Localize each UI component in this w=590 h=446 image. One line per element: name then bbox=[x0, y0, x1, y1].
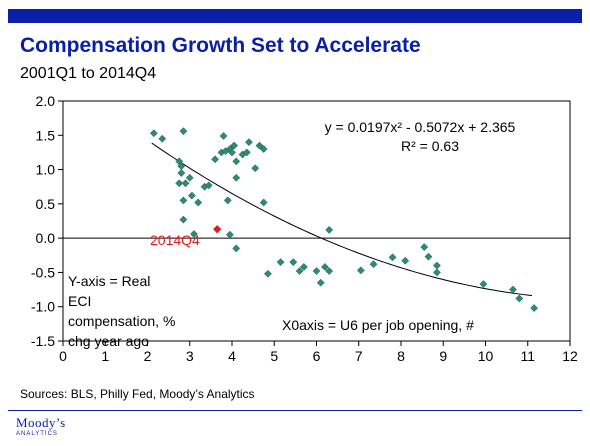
scatter-point bbox=[204, 181, 213, 190]
plot-frame bbox=[62, 100, 571, 342]
top-accent-bar bbox=[8, 9, 582, 23]
moodys-logo: Moody’s ANALYTICS bbox=[16, 416, 66, 437]
x-tick-label: 3 bbox=[186, 348, 194, 364]
source-note: Sources: BLS, Philly Fed, Moody’s Analyt… bbox=[20, 387, 255, 401]
x-tick-label: 8 bbox=[397, 348, 405, 364]
scatter-point bbox=[219, 132, 228, 140]
scatter-point bbox=[232, 173, 241, 182]
scatter-point bbox=[255, 141, 264, 150]
x-tick-label: 11 bbox=[520, 348, 535, 364]
scatter-point bbox=[179, 127, 188, 136]
y-tick-label: 1.5 bbox=[36, 127, 56, 143]
scatter-point bbox=[424, 252, 433, 261]
scatter-point bbox=[179, 215, 188, 224]
x-tick-label: 6 bbox=[313, 348, 321, 364]
x-axis-note: X0axis = U6 per job opening, # bbox=[282, 317, 474, 333]
scatter-point bbox=[232, 244, 241, 253]
highlight-point-label: 2014Q4 bbox=[150, 232, 200, 248]
x-tick-label: 7 bbox=[355, 348, 363, 364]
scatter-point bbox=[299, 262, 308, 271]
scatter-point bbox=[185, 173, 194, 182]
scatter-point bbox=[228, 148, 236, 157]
x-tick-label: 5 bbox=[270, 348, 278, 364]
r-squared-label: R² = 0.63 bbox=[401, 138, 459, 154]
scatter-point bbox=[388, 253, 397, 262]
x-tick-label: 2 bbox=[144, 348, 152, 364]
scatter-point bbox=[325, 267, 334, 276]
scatter-point bbox=[289, 258, 298, 267]
scatter-point bbox=[158, 134, 167, 143]
scatter-point bbox=[187, 191, 196, 200]
scatter-point bbox=[223, 196, 232, 205]
scatter-point bbox=[479, 280, 488, 289]
scatter-point bbox=[320, 262, 329, 271]
scatter-point bbox=[177, 169, 186, 177]
y-tick-label: 0.5 bbox=[36, 196, 56, 212]
x-tick-label: 9 bbox=[439, 348, 447, 364]
x-tick-label: 1 bbox=[101, 348, 109, 364]
scatter-point bbox=[356, 266, 365, 275]
scatter-point bbox=[312, 267, 321, 276]
scatter-point bbox=[369, 260, 378, 269]
scatter-point bbox=[149, 129, 158, 138]
highlight-point-2014q4 bbox=[213, 225, 222, 234]
logo-subtext: ANALYTICS bbox=[16, 431, 58, 437]
scatter-point bbox=[515, 294, 524, 303]
scatter-point bbox=[232, 157, 241, 166]
x-tick-label: 4 bbox=[228, 348, 236, 364]
scatter-point bbox=[432, 261, 441, 270]
y-axis-note-line-2: ECI bbox=[68, 293, 91, 309]
scatter-point bbox=[420, 243, 429, 252]
y-tick-label: 0.0 bbox=[36, 230, 56, 246]
scatter-point bbox=[316, 278, 325, 287]
y-axis-note-line-1: Y-axis = Real bbox=[68, 273, 150, 289]
y-tick-label: -0.5 bbox=[31, 264, 55, 280]
page-subtitle: 2001Q1 to 2014Q4 bbox=[20, 65, 157, 82]
scatter-point bbox=[295, 267, 304, 276]
scatter-point bbox=[230, 141, 239, 150]
y-tick-label: -1.5 bbox=[31, 333, 55, 349]
scatter-point bbox=[432, 268, 441, 277]
scatter-point bbox=[259, 145, 268, 153]
scatter-point bbox=[194, 198, 203, 207]
scatter-point bbox=[181, 179, 190, 188]
scatter-point bbox=[401, 256, 410, 265]
logo-text: Moody’s bbox=[16, 415, 66, 430]
scatter-point bbox=[325, 225, 334, 234]
x-tick-label: 0 bbox=[59, 348, 67, 364]
scatter-point bbox=[211, 155, 220, 164]
page-title: Compensation Growth Set to Accelerate bbox=[20, 34, 421, 57]
scatter-point bbox=[509, 285, 517, 294]
scatter-point bbox=[225, 230, 234, 239]
scatter-point bbox=[190, 230, 198, 238]
y-tick-label: -1.0 bbox=[31, 299, 55, 315]
scatter-point bbox=[242, 148, 251, 157]
scatter-point bbox=[179, 196, 188, 205]
scatter-point bbox=[175, 179, 184, 188]
y-axis-note-line-3: compensation, % bbox=[68, 313, 175, 329]
trend-line bbox=[151, 142, 533, 297]
y-tick-label: 1.0 bbox=[36, 162, 56, 178]
y-axis-note-line-4: chg year ago bbox=[68, 333, 149, 349]
bottom-divider bbox=[8, 410, 582, 411]
scatter-point bbox=[276, 258, 285, 267]
equation-label: y = 0.0197x² - 0.5072x + 2.365 bbox=[325, 119, 516, 135]
x-tick-label: 10 bbox=[478, 348, 494, 364]
scatter-point bbox=[530, 304, 539, 313]
y-tick-label: 2.0 bbox=[36, 93, 56, 109]
scatter-point bbox=[251, 164, 260, 173]
scatter-point bbox=[263, 269, 272, 278]
x-tick-label: 12 bbox=[562, 348, 578, 364]
scatter-point bbox=[244, 138, 253, 147]
scatter-point bbox=[259, 198, 268, 207]
